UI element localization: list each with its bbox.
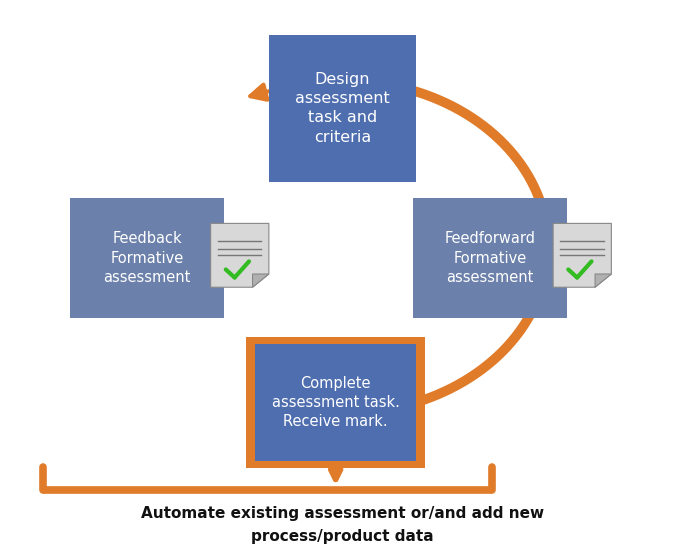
- FancyBboxPatch shape: [247, 337, 425, 468]
- Text: Complete
assessment task.
Receive mark.: Complete assessment task. Receive mark.: [272, 376, 399, 429]
- Text: Feedforward
Formative
assessment: Feedforward Formative assessment: [445, 231, 535, 285]
- Text: process/product data: process/product data: [251, 529, 434, 544]
- Polygon shape: [253, 274, 269, 287]
- Text: Feedback
Formative
assessment: Feedback Formative assessment: [103, 231, 191, 285]
- Polygon shape: [595, 274, 611, 287]
- Polygon shape: [210, 223, 269, 287]
- FancyBboxPatch shape: [71, 198, 225, 317]
- FancyBboxPatch shape: [255, 344, 416, 461]
- Text: Automate existing assessment or/and add new: Automate existing assessment or/and add …: [141, 506, 544, 521]
- Polygon shape: [553, 223, 611, 287]
- FancyBboxPatch shape: [269, 34, 416, 181]
- FancyBboxPatch shape: [412, 198, 566, 317]
- Text: Design
assessment
task and
criteria: Design assessment task and criteria: [295, 72, 390, 144]
